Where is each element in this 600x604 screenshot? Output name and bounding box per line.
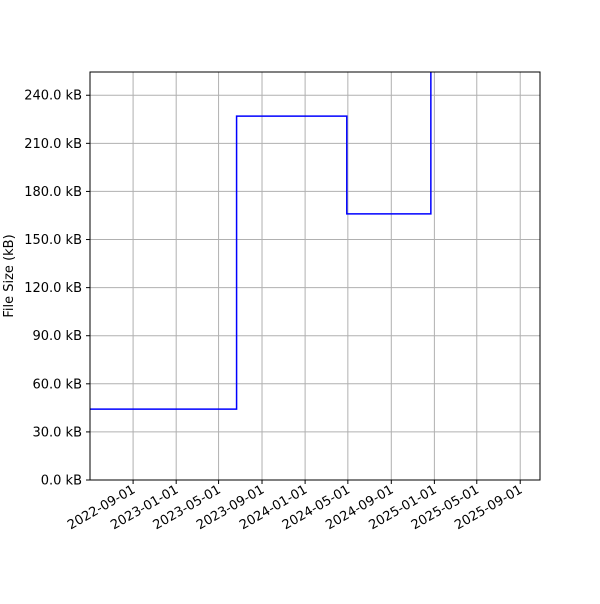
y-tick-label: 210.0 kB bbox=[24, 137, 82, 152]
y-tick-label: 60.0 kB bbox=[32, 377, 82, 392]
y-tick-label: 240.0 kB bbox=[24, 89, 82, 104]
x-axis: 2022-09-012023-01-012023-05-012023-09-01… bbox=[65, 480, 525, 533]
y-tick-label: 180.0 kB bbox=[24, 185, 82, 200]
y-axis: 0.0 kB 30.0 kB 60.0 kB 90.0 kB 120.0 kB 150.0… bbox=[24, 89, 90, 489]
y-tick-label: 30.0 kB bbox=[32, 425, 82, 440]
y-axis-label: File Size (kB) bbox=[2, 234, 17, 317]
y-tick-label: 120.0 kB bbox=[24, 281, 82, 296]
y-tick-label: 0.0 kB bbox=[41, 474, 82, 489]
series-line bbox=[90, 72, 432, 410]
grid bbox=[90, 72, 540, 481]
series bbox=[90, 72, 432, 410]
y-tick-label: 90.0 kB bbox=[32, 329, 82, 344]
plot-frame bbox=[89, 71, 541, 481]
y-tick-label: 150.0 kB bbox=[24, 233, 82, 248]
